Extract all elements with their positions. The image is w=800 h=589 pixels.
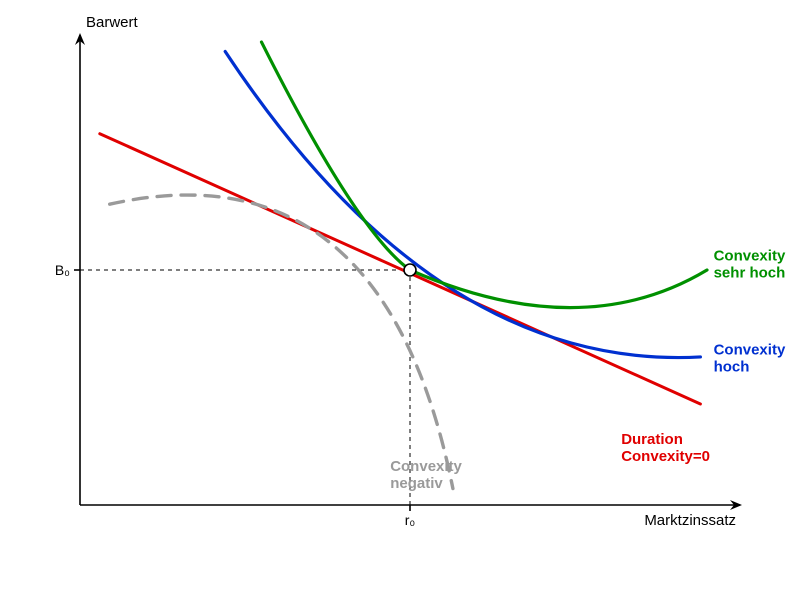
convexity-chart: Barwert Marktzinssatz r₀ B₀ DurationConvexit…: [0, 0, 800, 589]
series-duration: [100, 134, 701, 404]
series-label-duration: DurationConvexity=0: [621, 431, 710, 465]
series-conv_negative: [110, 195, 453, 489]
tangent-point-marker: [404, 264, 416, 276]
y-tick-label: B₀: [55, 262, 70, 278]
series-conv_high: [225, 51, 700, 357]
y-axis-label: Barwert: [86, 14, 139, 31]
x-tick-label: r₀: [405, 512, 416, 528]
series-label-conv_very_high: Convexitysehr hoch: [714, 248, 786, 282]
series-label-conv_high: Convexityhoch: [714, 342, 786, 376]
x-axis-label: Marktzinssatz: [644, 512, 736, 529]
series-conv_very_high: [262, 42, 708, 308]
